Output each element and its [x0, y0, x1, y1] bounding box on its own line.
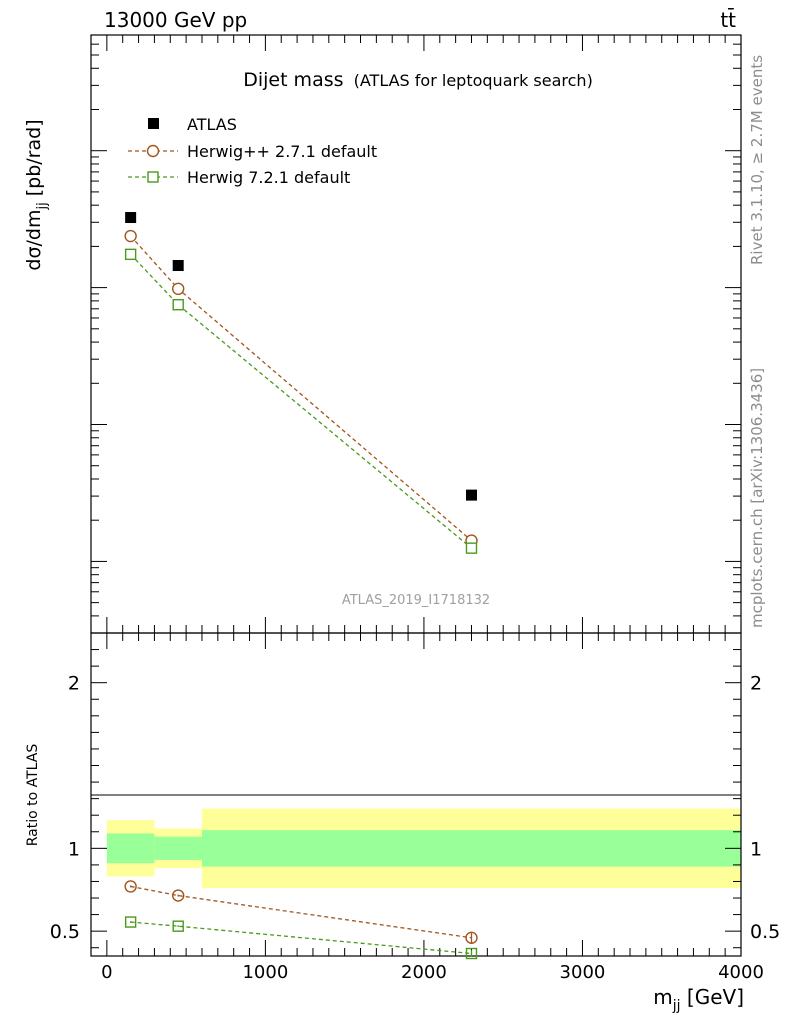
ratio-band-stat — [106, 833, 155, 864]
ratio-y-axis-label: Ratio to ATLAS — [25, 744, 41, 847]
legend-label-herwig7: Herwig 7.2.1 default — [187, 168, 350, 187]
plot-subtitle: (ATLAS for leptoquark search) — [354, 71, 593, 90]
ratio-tick-label: 1 — [750, 838, 762, 860]
legend-label-atlas: ATLAS — [187, 115, 237, 134]
ratio-uncertainty-bands — [106, 808, 742, 889]
ratio-series-line — [130, 921, 472, 955]
main-panel: 1010101010101010 — [90, 34, 742, 634]
ratio-tick-label: 2 — [750, 673, 762, 695]
main-axis-ticks: 1010101010101010 — [91, 34, 742, 634]
atlas-data-point — [465, 489, 477, 501]
energy-label: 13000 GeV pp — [104, 8, 247, 32]
ratio-tick-label: 0.5 — [50, 921, 80, 943]
herwigpp-ratio-point — [124, 880, 137, 893]
mc-series-line — [130, 235, 472, 542]
x-tick-label: 0 — [101, 962, 112, 983]
rivet-label: Rivet 3.1.10, ≥ 2.7M events — [748, 55, 766, 265]
herwig7-point — [124, 248, 137, 261]
mcplots-label: mcplots.cern.ch [arXiv:1306.3436] — [748, 368, 766, 628]
analysis-watermark: ATLAS_2019_I1718132 — [342, 593, 490, 608]
main-series-lines — [130, 235, 472, 549]
legend-marker-herwig7 — [147, 171, 159, 183]
ratio-axis-ticks: 0 1000 2000 3000 4000 0.5 0.5 1 1 2 2 — [50, 633, 780, 983]
x-tick-label: 1000 — [242, 962, 288, 983]
herwig7-point — [465, 542, 478, 554]
legend: ATLAS Herwig++ 2.7.1 default Herwig 7.2.… — [128, 115, 377, 187]
herwigpp-ratio-point — [171, 889, 185, 902]
x-axis-label: mjj [GeV] — [653, 985, 744, 1014]
atlas-data-point — [125, 212, 137, 224]
herwig7-ratio-point — [172, 920, 184, 932]
legend-marker-herwigpp — [146, 144, 160, 158]
ratio-tick-label: 0.5 — [750, 921, 780, 943]
x-tick-label: 2000 — [401, 962, 447, 983]
herwig7-ratio-point — [124, 916, 137, 928]
mc-series-line — [130, 253, 472, 549]
ratio-tick-label: 1 — [68, 838, 80, 860]
ratio-series-line — [130, 885, 472, 939]
legend-label-herwigpp: Herwig++ 2.7.1 default — [187, 142, 377, 161]
ratio-panel: 0 1000 2000 3000 4000 0.5 0.5 1 1 2 2 — [50, 632, 780, 983]
ratio-band-stat — [201, 830, 742, 867]
ratio-series-lines — [130, 885, 472, 955]
y-axis-label: dσ/dmjj [pb/rad] — [23, 119, 50, 270]
herwigpp-point — [171, 282, 185, 296]
main-series-markers — [124, 212, 478, 554]
x-tick-label: 3000 — [560, 962, 606, 983]
atlas-data-point — [172, 260, 184, 272]
herwig7-point — [172, 299, 184, 311]
ratio-series-markers — [124, 880, 478, 960]
legend-marker-atlas — [148, 118, 159, 129]
plot-title-main: Dijet mass — [243, 69, 343, 91]
herwigpp-ratio-point — [465, 931, 478, 944]
plot-title: Dijet mass (ATLAS for leptoquark search) — [243, 69, 593, 91]
ratio-band-stat — [154, 836, 202, 860]
herwigpp-point — [124, 229, 137, 243]
ratio-tick-label: 2 — [68, 673, 80, 695]
herwig7-ratio-point — [465, 947, 478, 960]
x-tick-label: 4000 — [718, 962, 764, 983]
process-label: tt̄ — [720, 7, 736, 32]
